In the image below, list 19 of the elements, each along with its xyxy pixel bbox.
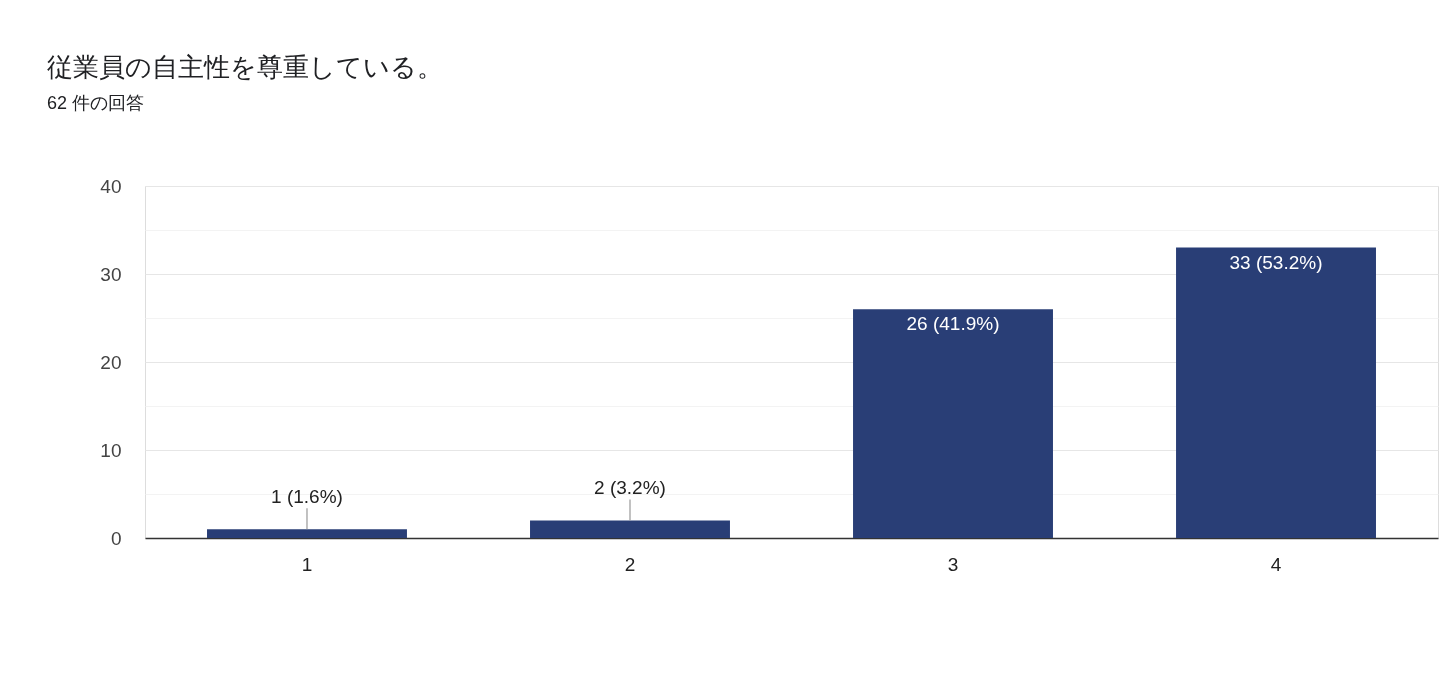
chart-title: 従業員の自主性を尊重している。 [47, 52, 443, 82]
chart-subtitle: 62 件の回答 [47, 93, 145, 113]
y-tick-label: 10 [100, 439, 122, 461]
bar [530, 520, 730, 538]
bar [207, 529, 407, 538]
data-label: 1 (1.6%) [271, 486, 343, 508]
bar [853, 309, 1053, 538]
data-label: 33 (53.2%) [1229, 251, 1323, 273]
x-tick-label: 3 [947, 553, 959, 575]
y-tick-label: 20 [100, 351, 122, 373]
data-label: 26 (41.9%) [906, 313, 1000, 335]
x-tick-label: 4 [1270, 553, 1282, 575]
data-label: 2 (3.2%) [594, 477, 666, 499]
x-tick-label: 1 [301, 553, 313, 575]
y-tick-label: 0 [110, 527, 122, 549]
y-tick-label: 30 [100, 263, 122, 285]
bar [1176, 247, 1376, 538]
y-tick-label: 40 [100, 175, 122, 197]
x-tick-label: 2 [624, 553, 636, 575]
